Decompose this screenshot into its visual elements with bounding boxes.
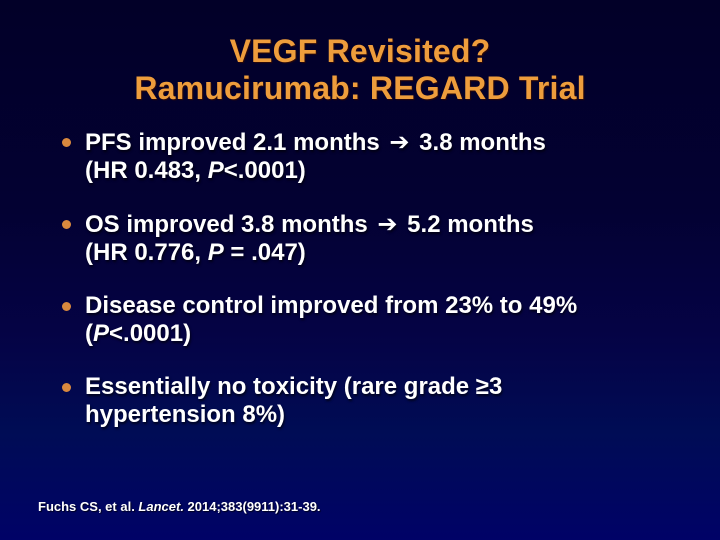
bullet-segment: OS improved 3.8 months bbox=[85, 211, 375, 238]
citation-authors: Fuchs CS, et al. bbox=[38, 499, 139, 514]
bullet-segment: ( bbox=[85, 320, 93, 347]
bullet-text: OS improved 3.8 months ➔ 5.2 months (HR … bbox=[85, 210, 534, 267]
bullet-line2: (HR 0.776, P = .047) bbox=[85, 239, 534, 267]
slide-title-line1: VEGF Revisited? bbox=[229, 33, 491, 69]
bullet-segment: 5.2 months bbox=[400, 211, 534, 238]
italic-p: P bbox=[207, 157, 224, 184]
bullet-line2: (HR 0.483, P<.0001) bbox=[85, 157, 546, 185]
bullet-dot-icon bbox=[62, 302, 71, 311]
bullet-segment: (HR 0.776, bbox=[85, 239, 208, 266]
bullet-text: PFS improved 2.1 months ➔ 3.8 months (HR… bbox=[85, 128, 546, 185]
bullet-segment: = .047) bbox=[223, 239, 306, 266]
bullet-segment: PFS improved 2.1 months bbox=[85, 129, 387, 156]
slide-title: VEGF Revisited? Ramucirumab: REGARD Tria… bbox=[0, 33, 720, 107]
slide-title-line2: Ramucirumab: REGARD Trial bbox=[134, 70, 586, 106]
bullet-text: Essentially no toxicity (rare grade ≥3 h… bbox=[85, 373, 502, 429]
citation-journal: Lancet. bbox=[138, 499, 184, 514]
bullet-item-disease-control: Disease control improved from 23% to 49%… bbox=[62, 292, 702, 348]
bullet-line1: OS improved 3.8 months ➔ 5.2 months bbox=[85, 210, 534, 239]
bullet-item-os: OS improved 3.8 months ➔ 5.2 months (HR … bbox=[62, 210, 702, 267]
right-arrow-icon: ➔ bbox=[389, 128, 410, 156]
bullet-segment: <.0001) bbox=[109, 320, 192, 347]
bullet-dot-icon bbox=[62, 383, 71, 392]
bullet-segment: <.0001) bbox=[223, 157, 306, 184]
bullet-dot-icon bbox=[62, 138, 71, 147]
bullet-line1: Essentially no toxicity (rare grade ≥3 bbox=[85, 373, 502, 401]
bullet-line1: Disease control improved from 23% to 49% bbox=[85, 292, 577, 320]
right-arrow-icon: ➔ bbox=[377, 210, 398, 238]
bullet-text: Disease control improved from 23% to 49%… bbox=[85, 292, 577, 348]
bullet-dot-icon bbox=[62, 220, 71, 229]
citation-reference: 2014;383(9911):31-39. bbox=[183, 499, 321, 514]
bullet-segment: hypertension 8%) bbox=[85, 401, 286, 428]
bullet-item-toxicity: Essentially no toxicity (rare grade ≥3 h… bbox=[62, 373, 702, 429]
bullet-item-pfs: PFS improved 2.1 months ➔ 3.8 months (HR… bbox=[62, 128, 702, 185]
bullet-list: PFS improved 2.1 months ➔ 3.8 months (HR… bbox=[62, 128, 702, 454]
bullet-segment: Disease control improved from 23% to 49% bbox=[85, 292, 578, 319]
bullet-segment: 3.8 months bbox=[412, 129, 546, 156]
citation: Fuchs CS, et al. Lancet. 2014;383(9911):… bbox=[38, 499, 321, 515]
italic-p: P bbox=[207, 239, 224, 266]
bullet-segment: (HR 0.483, bbox=[85, 157, 208, 184]
bullet-line2: (P<.0001) bbox=[85, 320, 577, 348]
bullet-line2: hypertension 8%) bbox=[85, 401, 502, 429]
bullet-segment: Essentially no toxicity (rare grade ≥3 bbox=[85, 373, 503, 400]
bullet-line1: PFS improved 2.1 months ➔ 3.8 months bbox=[85, 128, 546, 157]
italic-p: P bbox=[93, 320, 110, 347]
